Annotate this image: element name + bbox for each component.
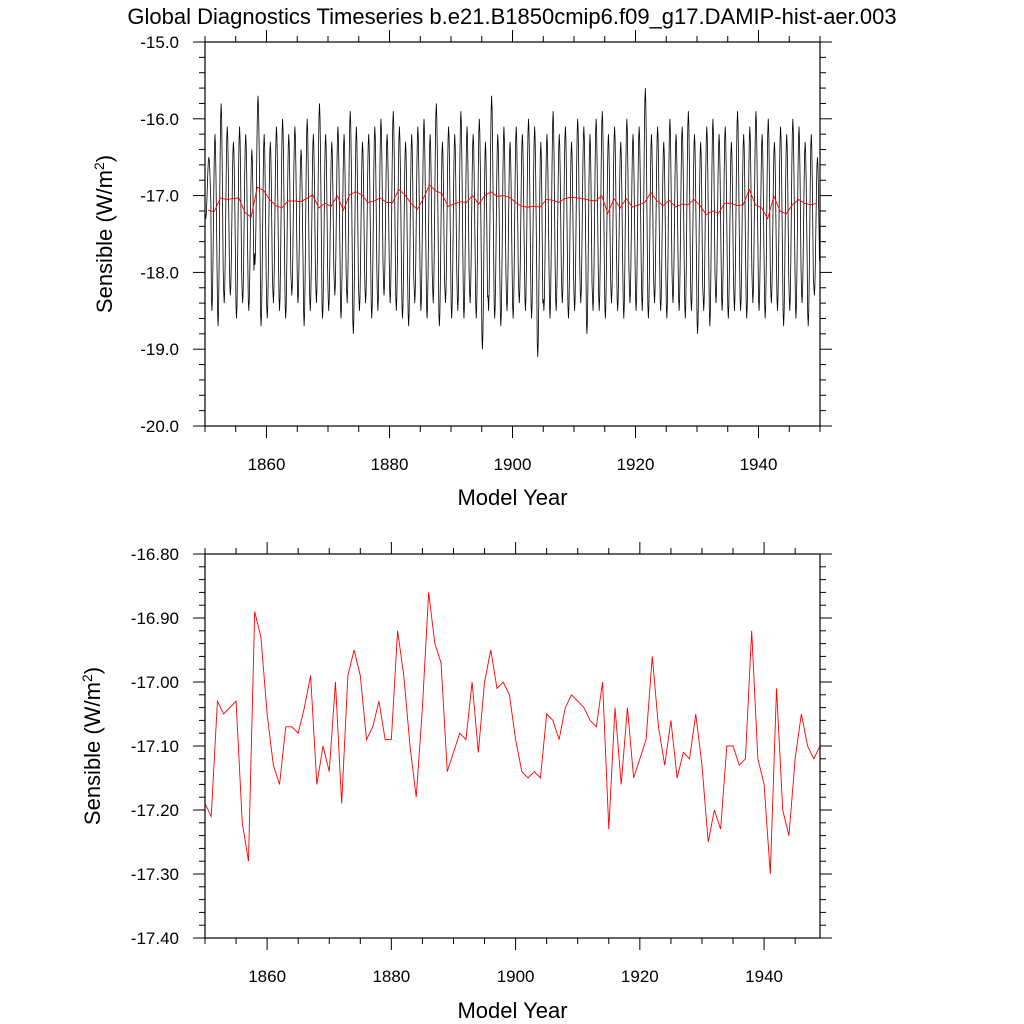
top-y-tick-label: -18.0 (140, 263, 179, 282)
bottom-x-tick-label: 1920 (621, 967, 659, 986)
bottom-panel-y-axis-label-text: Sensible (W/m (80, 682, 105, 825)
bottom-y-tick-label: -17.20 (131, 801, 179, 820)
top-x-tick-label: 1860 (248, 455, 286, 474)
top-y-tick-label: -16.0 (140, 110, 179, 129)
figure-title: Global Diagnostics Timeseries b.e21.B185… (127, 4, 896, 29)
bottom-annual-series-line (204, 592, 821, 875)
bottom-y-tick-label: -16.90 (131, 609, 179, 628)
top-panel-tick-labels: -20.0 -19.0 -18.0 -17.0 -16.0 -15.0 1860 1880 19… (140, 33, 777, 474)
top-panel: -20.0 -19.0 -18.0 -17.0 -16.0 -15.0 1860 1880 19… (91, 30, 832, 510)
bottom-panel-ticks (193, 542, 832, 950)
top-panel-ticks (193, 30, 832, 438)
bottom-y-tick-label: -17.10 (131, 737, 179, 756)
top-panel-frame (204, 41, 821, 427)
bottom-y-tick-label: -17.30 (131, 865, 179, 884)
bottom-panel: -17.40 -17.30 -17.20 -17.10 -17.00 -16.90 -16.… (79, 542, 832, 1023)
bottom-panel-y-axis-label-sup: 2 (79, 674, 95, 682)
bottom-panel-x-axis-label: Model Year (457, 998, 567, 1023)
top-panel-y-axis-label-text: Sensible (W/m (92, 170, 117, 313)
top-y-tick-label: -20.0 (140, 417, 179, 436)
bottom-y-tick-label: -17.40 (131, 929, 179, 948)
bottom-panel-tick-labels: -17.40 -17.30 -17.20 -17.10 -17.00 -16.90 -16.… (131, 545, 783, 986)
top-panel-y-axis-label: Sensible (W/m2) (91, 155, 117, 313)
bottom-x-tick-label: 1900 (497, 967, 535, 986)
bottom-x-tick-label: 1860 (248, 967, 286, 986)
top-annual-series-line (207, 184, 818, 220)
bottom-panel-marks (204, 592, 821, 875)
bottom-x-tick-label: 1880 (372, 967, 410, 986)
bottom-y-tick-label: -16.80 (131, 545, 179, 564)
top-x-tick-label: 1920 (617, 455, 655, 474)
top-monthly-series-line (204, 88, 820, 357)
top-y-tick-label: -17.0 (140, 187, 179, 206)
top-panel-y-axis-label-tail: ) (92, 155, 117, 162)
top-x-tick-label: 1900 (494, 455, 532, 474)
bottom-x-tick-label: 1940 (745, 967, 783, 986)
top-x-tick-label: 1880 (371, 455, 409, 474)
bottom-y-tick-label: -17.00 (131, 673, 179, 692)
top-panel-y-axis-label-sup: 2 (91, 162, 107, 170)
top-panel-x-axis-label: Model Year (457, 485, 567, 510)
bottom-panel-y-axis-label: Sensible (W/m2) (79, 667, 105, 825)
top-y-tick-label: -19.0 (140, 340, 179, 359)
top-y-tick-label: -15.0 (140, 33, 179, 52)
bottom-panel-y-axis-label-tail: ) (80, 667, 105, 674)
top-x-tick-label: 1940 (740, 455, 778, 474)
top-panel-marks (204, 88, 820, 357)
